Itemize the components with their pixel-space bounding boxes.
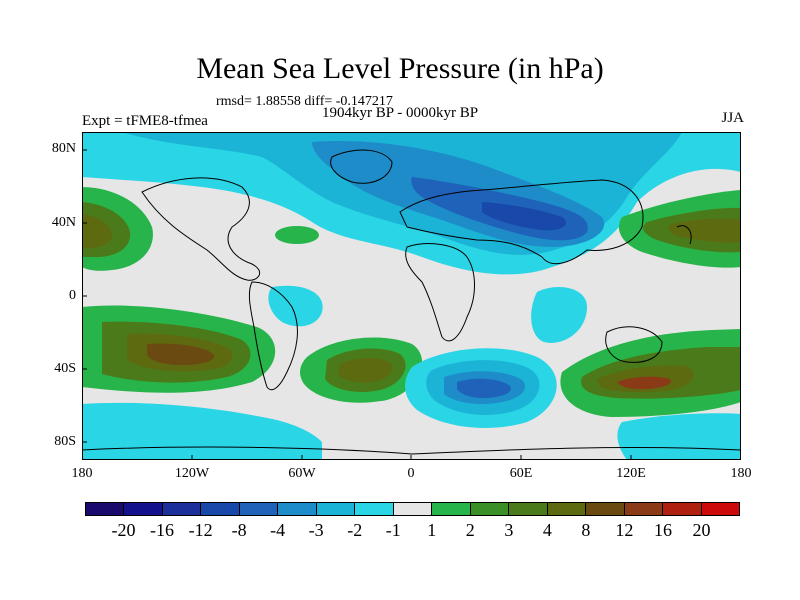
lat-label-40s: 40S xyxy=(54,361,76,376)
colorbar-label: -16 xyxy=(150,520,175,540)
colorbar-cell xyxy=(124,503,163,515)
colorbar-label: -3 xyxy=(308,520,324,540)
colorbar-cell xyxy=(201,503,240,515)
colorbar-label: 1 xyxy=(427,520,437,540)
colorbar-label: 8 xyxy=(581,520,591,540)
colorbar-label: -4 xyxy=(270,520,286,540)
anomaly-satl-core xyxy=(338,357,392,383)
anomaly-north-center xyxy=(482,202,566,231)
colorbar-cell xyxy=(239,503,279,515)
colorbar-cell xyxy=(663,503,702,515)
colorbar-cell xyxy=(393,503,433,515)
season-label: JJA xyxy=(721,110,744,126)
colorbar-cell xyxy=(316,503,356,515)
colorbar-label: 12 xyxy=(615,520,634,540)
colorbar-label: 16 xyxy=(653,520,672,540)
period-text: 1904kyr BP - 0000kyr BP xyxy=(322,105,479,121)
colorbar-label: -12 xyxy=(188,520,213,540)
lon-label-120e: 120E xyxy=(616,466,646,481)
plot-title: Mean Sea Level Pressure (in hPa) xyxy=(196,52,604,85)
lon-label-60w: 60W xyxy=(288,466,316,481)
colorbar-cell xyxy=(162,503,202,515)
colorbar-label: -20 xyxy=(111,520,136,540)
colorbar xyxy=(85,502,740,516)
colorbar-cell xyxy=(547,503,587,515)
lon-label-180w: 180 xyxy=(71,466,93,481)
colorbar-cell xyxy=(624,503,664,515)
lon-label-60e: 60E xyxy=(509,466,533,481)
coastlines xyxy=(82,149,741,455)
colorbar-label: 20 xyxy=(692,520,711,540)
anomaly-antarctic-east xyxy=(617,413,741,460)
anomaly-natl-small xyxy=(275,226,319,244)
colorbar-cell xyxy=(509,503,548,515)
colorbar-label: -8 xyxy=(231,520,247,540)
anomaly-spac-core xyxy=(147,343,215,365)
anomaly-antarctic xyxy=(82,402,322,460)
lat-label-40n: 40N xyxy=(51,215,76,230)
colorbar-cell xyxy=(701,503,739,515)
anomaly-npac-west-core xyxy=(82,214,112,249)
colorbar-cell xyxy=(470,503,510,515)
colorbar-label: 2 xyxy=(465,520,475,540)
colorbar-cell xyxy=(432,503,471,515)
stats-text: rmsd= 1.88558 diff= -0.147217 xyxy=(216,94,393,109)
lon-label-120w: 120W xyxy=(174,466,210,481)
anomaly-tropics-cyan-1 xyxy=(268,285,323,327)
colorbar-cell xyxy=(355,503,394,515)
colorbar-cell xyxy=(278,503,317,515)
colorbar-label: -1 xyxy=(385,520,401,540)
colorbar-labels: -20 -16 -12 -8 -4 -3 -2 -1 1 2 3 4 8 12 16 20 xyxy=(0,520,800,544)
lon-label-0: 0 xyxy=(407,466,415,481)
axis-ticks xyxy=(82,149,632,460)
colorbar-label: 4 xyxy=(542,520,552,540)
colorbar-label: 3 xyxy=(504,520,514,540)
experiment-label: Expt = tFME8-tfmea xyxy=(82,113,208,129)
colorbar-label: -2 xyxy=(347,520,363,540)
lon-label-180e: 180 xyxy=(730,466,752,481)
map-panel xyxy=(82,132,741,460)
anomaly-sind-core xyxy=(457,378,511,399)
anomaly-saus-core xyxy=(617,376,671,390)
anomaly-npac-east-core xyxy=(668,218,741,243)
lat-label-0: 0 xyxy=(69,288,76,303)
colorbar-cell xyxy=(586,503,625,515)
anomaly-tropics-cyan-2 xyxy=(531,287,587,343)
lat-label-80n: 80N xyxy=(51,141,76,156)
map-svg xyxy=(82,132,741,460)
lat-label-80s: 80S xyxy=(54,434,76,449)
colorbar-cell xyxy=(86,503,125,515)
